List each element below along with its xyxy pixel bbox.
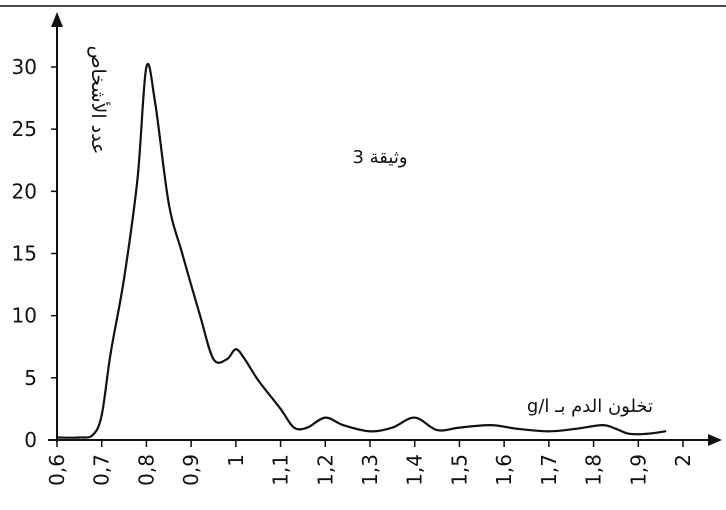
data-point: [458, 426, 461, 429]
distribution-curve: [55, 63, 667, 439]
y-axis-arrow: [51, 12, 63, 27]
x-tick-label: 0,7: [90, 454, 114, 486]
data-point: [601, 423, 604, 427]
y-tick-label: 5: [24, 366, 37, 390]
data-point: [55, 436, 59, 439]
x-tick-label: 1,6: [492, 454, 516, 486]
y-tick-label: 20: [12, 179, 37, 203]
data-point: [100, 414, 103, 417]
data-point: [181, 252, 184, 255]
data-point: [212, 358, 215, 361]
data-point: [78, 436, 81, 439]
x-tick-label: 2: [671, 454, 695, 467]
data-point: [292, 426, 296, 429]
data-point: [167, 202, 170, 205]
data-point: [614, 427, 618, 430]
data-point: [122, 277, 126, 280]
data-point: [413, 416, 416, 419]
data-point: [342, 423, 345, 427]
x-tick-label: 1,8: [582, 454, 606, 486]
y-tick-label: 30: [12, 55, 37, 79]
data-point: [324, 416, 327, 419]
x-tick-label: 1,7: [537, 454, 561, 486]
data-point: [547, 430, 550, 433]
data-point: [574, 427, 577, 430]
data-point: [109, 351, 112, 355]
data-point: [516, 427, 519, 430]
data-point: [257, 379, 260, 382]
data-point: [489, 423, 492, 427]
data-point: [664, 430, 667, 433]
x-tick-label: 0,9: [179, 454, 203, 486]
data-point: [391, 426, 394, 429]
data-point: [198, 314, 202, 317]
x-ticks: 0,6 0,7 0,8 0,9 1 1,1 1,2 1,3 1,4 1,5 1,6 1,7 1,8 1,9…: [45, 440, 695, 486]
data-point: [225, 358, 229, 361]
data-point: [145, 65, 148, 69]
document-label: وثيقة 3: [352, 147, 407, 168]
x-tick-label: 1: [224, 454, 248, 467]
x-tick-label: 1,1: [269, 454, 293, 486]
data-point: [234, 348, 237, 351]
data-point: [435, 428, 439, 432]
data-point: [368, 430, 372, 433]
x-tick-label: 1,4: [403, 454, 427, 486]
y-tick-label: 10: [12, 304, 37, 328]
data-point: [154, 103, 157, 106]
data-point: [628, 432, 631, 435]
x-axis-arrow: [708, 434, 722, 446]
x-tick-label: 0,8: [134, 454, 158, 486]
data-point: [136, 177, 139, 180]
y-axis-label: عدد الأشخاص: [87, 46, 110, 155]
y-ticks: 0 5 10 15 20 25 30: [12, 55, 57, 452]
x-tick-label: 1,9: [626, 454, 650, 486]
x-tick-label: 1,2: [313, 454, 337, 486]
axes: [48, 12, 722, 446]
data-point: [91, 433, 94, 437]
data-point: [646, 432, 649, 435]
y-tick-label: 15: [12, 242, 37, 266]
x-tick-label: 1,5: [447, 454, 471, 486]
x-axis-label: تخلون الدم بـ g/l: [527, 396, 653, 417]
x-tick-label: 0,6: [45, 454, 69, 486]
data-points: [55, 65, 667, 439]
y-tick-label: 0: [24, 428, 37, 452]
data-point: [243, 358, 246, 361]
x-tick-label: 1,3: [358, 454, 382, 486]
data-point: [279, 407, 282, 411]
y-tick-label: 25: [12, 117, 37, 141]
data-point: [306, 426, 309, 429]
